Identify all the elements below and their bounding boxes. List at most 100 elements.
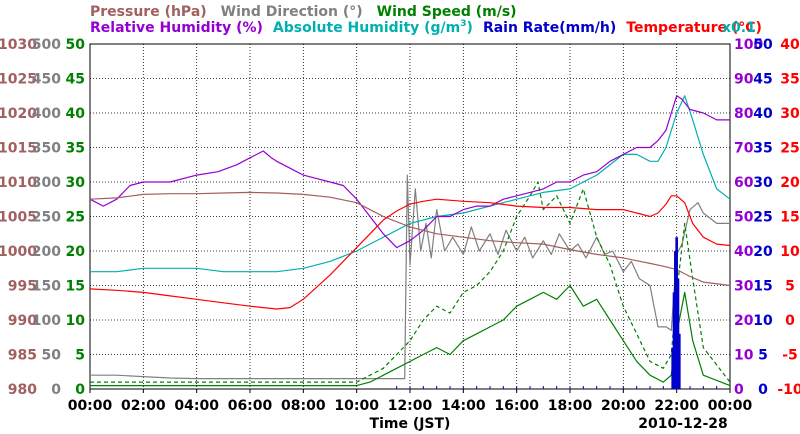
tick-temperature: 5 bbox=[785, 279, 795, 295]
date-label: 2010-12-28 bbox=[638, 416, 728, 432]
wind-speed-line bbox=[90, 284, 731, 387]
x-tick-label: 10:00 bbox=[334, 398, 379, 414]
tick-wind-speed: 20 bbox=[66, 244, 86, 260]
tick-pressure: 995 bbox=[8, 279, 37, 295]
tick-temperature: -5 bbox=[782, 348, 798, 364]
tick-rain-rate: 5 bbox=[758, 348, 768, 364]
tick-pressure: 990 bbox=[8, 313, 37, 329]
legend-pressure: Pressure (hPa) bbox=[90, 4, 207, 20]
rain-rate-bar bbox=[678, 333, 681, 389]
tick-temperature: -10 bbox=[777, 382, 800, 398]
tick-pressure: 1010 bbox=[0, 175, 37, 191]
x-tick-label: 12:00 bbox=[388, 398, 433, 414]
tick-temperature: 20 bbox=[780, 175, 800, 191]
rain-rate-bar bbox=[672, 292, 676, 389]
tick-wind-speed: 25 bbox=[66, 210, 85, 226]
x-tick-label: 20:00 bbox=[601, 398, 646, 414]
tick-relative-humidity: 70 bbox=[734, 141, 754, 157]
tick-pressure: 1020 bbox=[0, 106, 37, 122]
tick-rain-rate: 15 bbox=[753, 279, 772, 295]
left-axes: 1030102510201015101010051000995990985980… bbox=[0, 37, 85, 398]
x-axis-label: Time (JST) bbox=[370, 416, 451, 432]
tick-pressure: 1025 bbox=[0, 72, 37, 88]
tick-temperature: 25 bbox=[780, 141, 799, 157]
tick-wind-speed: 10 bbox=[66, 313, 86, 329]
legend-rain-rate: Rain Rate(mm/h) bbox=[483, 20, 616, 36]
tick-pressure: 980 bbox=[8, 382, 37, 398]
legend-wind-direction: Wind Direction (°) bbox=[221, 4, 363, 20]
tick-relative-humidity: 20 bbox=[734, 313, 754, 329]
tick-pressure: 1000 bbox=[0, 244, 37, 260]
tick-rain-rate: 20 bbox=[753, 244, 773, 260]
scale-note: x0.1 bbox=[722, 20, 756, 36]
rain-rate-bar bbox=[674, 251, 677, 389]
tick-rain-rate: 45 bbox=[753, 72, 772, 88]
rain-rate-bar bbox=[676, 278, 680, 389]
tick-temperature: 40 bbox=[780, 37, 800, 53]
tick-relative-humidity: 0 bbox=[734, 382, 744, 398]
tick-wind-direction: 450 bbox=[32, 72, 61, 88]
rain-rate-bar bbox=[675, 237, 678, 389]
x-tick-label: 18:00 bbox=[548, 398, 593, 414]
temperature-line bbox=[89, 195, 731, 310]
tick-relative-humidity: 80 bbox=[734, 106, 754, 122]
wind-direction-line bbox=[90, 174, 730, 380]
tick-wind-direction: 400 bbox=[32, 106, 61, 122]
tick-temperature: 10 bbox=[780, 244, 800, 260]
tick-wind-direction: 500 bbox=[32, 37, 61, 53]
tick-wind-speed: 0 bbox=[75, 382, 85, 398]
tick-relative-humidity: 90 bbox=[734, 72, 754, 88]
tick-temperature: 30 bbox=[780, 106, 800, 122]
tick-relative-humidity: 10 bbox=[734, 348, 754, 364]
tick-wind-speed: 5 bbox=[75, 348, 85, 364]
tick-pressure: 1030 bbox=[0, 37, 37, 53]
tick-relative-humidity: 40 bbox=[734, 244, 754, 260]
wind-speed-gust-line bbox=[90, 181, 731, 383]
series-layer bbox=[89, 95, 731, 389]
x-tick-label: 00:00 bbox=[708, 398, 753, 414]
x-axis: 00:00 02:00 04:00 06:00 08:00 10:00 12:00 14:00… bbox=[68, 389, 753, 414]
x-tick-label: 06:00 bbox=[228, 398, 273, 414]
legend-row-1: Pressure (hPa) Wind Direction (°) Wind Spe… bbox=[90, 4, 517, 20]
tick-rain-rate: 40 bbox=[753, 106, 773, 122]
tick-rain-rate: 30 bbox=[753, 175, 773, 191]
tick-wind-speed: 30 bbox=[66, 175, 86, 191]
tick-temperature: 15 bbox=[780, 210, 799, 226]
tick-rain-rate: 0 bbox=[758, 382, 768, 398]
tick-rain-rate: 25 bbox=[753, 210, 772, 226]
legend-wind-speed: Wind Speed (m/s) bbox=[377, 4, 517, 20]
tick-pressure: 1015 bbox=[0, 141, 37, 157]
x-tick-label: 00:00 bbox=[68, 398, 113, 414]
tick-relative-humidity: 30 bbox=[734, 279, 754, 295]
tick-wind-direction: 200 bbox=[32, 244, 61, 260]
tick-rain-rate: 35 bbox=[753, 141, 772, 157]
x-tick-label: 14:00 bbox=[441, 398, 486, 414]
tick-wind-direction: 150 bbox=[32, 279, 61, 295]
legend-row-2: Relative Humidity (%) Absolute Humidity (… bbox=[90, 19, 762, 36]
tick-wind-direction: 250 bbox=[32, 210, 61, 226]
x-tick-label: 08:00 bbox=[281, 398, 326, 414]
tick-temperature: 0 bbox=[785, 313, 795, 329]
tick-relative-humidity: 50 bbox=[734, 210, 754, 226]
tick-temperature: 35 bbox=[780, 72, 799, 88]
legend-relative-humidity: Relative Humidity (%) bbox=[90, 20, 263, 36]
tick-wind-speed: 40 bbox=[66, 106, 86, 122]
x-tick-label: 02:00 bbox=[121, 398, 166, 414]
tick-rain-rate: 50 bbox=[753, 37, 773, 53]
relative-humidity-line bbox=[89, 95, 730, 249]
tick-wind-speed: 50 bbox=[66, 37, 86, 53]
tick-wind-speed: 15 bbox=[66, 279, 85, 295]
tick-pressure: 1005 bbox=[0, 210, 37, 226]
rain-rate-bar bbox=[671, 347, 674, 389]
tick-wind-direction: 300 bbox=[32, 175, 61, 191]
tick-pressure: 985 bbox=[8, 348, 37, 364]
x-tick-label: 22:00 bbox=[654, 398, 699, 414]
tick-wind-direction: 50 bbox=[42, 348, 62, 364]
tick-wind-direction: 350 bbox=[32, 141, 61, 157]
tick-wind-direction: 100 bbox=[32, 313, 61, 329]
right-axes: 1009080706050403020100504540353025201510… bbox=[734, 37, 800, 398]
tick-wind-speed: 35 bbox=[66, 141, 85, 157]
pressure-line bbox=[89, 191, 731, 287]
tick-rain-rate: 10 bbox=[753, 313, 773, 329]
